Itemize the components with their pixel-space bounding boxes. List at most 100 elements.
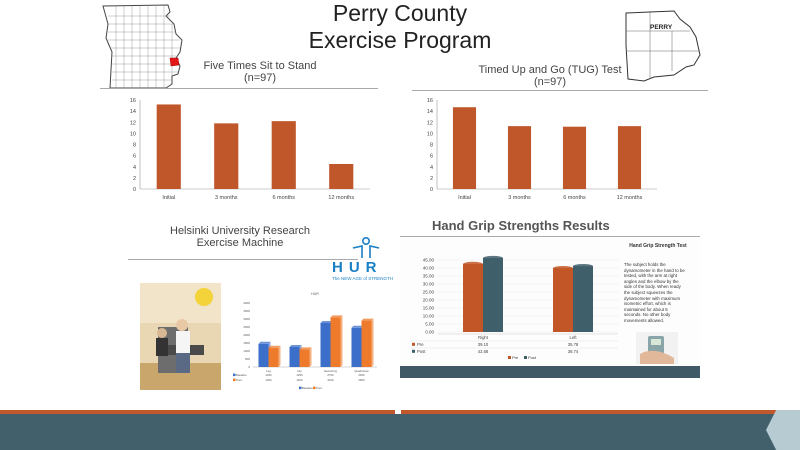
x-tick-label: Right [478, 335, 489, 340]
table-cell: 35.78 [568, 342, 579, 347]
x-tick-label: 6 months [563, 195, 586, 201]
hur-tagline: The NEW AGE of STRENGTH [332, 276, 394, 281]
bar [268, 347, 279, 367]
table-cell: 2900 [358, 378, 365, 382]
legend-swatch [412, 342, 415, 346]
x-tick-label: 3 months [215, 195, 238, 201]
svg-text:·: · [680, 58, 681, 62]
y-tick-label: 5.00 [425, 322, 434, 327]
bar-top [268, 345, 281, 348]
bar-side [309, 347, 312, 367]
divider [128, 259, 358, 260]
y-tick-label: 20.00 [423, 298, 435, 303]
y-tick-label: 2 [133, 176, 136, 182]
tug-chart: 0 2 4 6 8 10 12 14 16 Initial 3 months 6 months 12 m… [427, 98, 657, 201]
y-tick-label: 500 [245, 357, 250, 361]
x-tick-label: 3 months [508, 195, 531, 201]
legend-swatch [313, 386, 316, 390]
y-tick-label: 45.00 [423, 258, 435, 263]
bar [351, 327, 362, 367]
y-tick-label: 16 [130, 98, 136, 104]
bar [289, 347, 300, 367]
table-cell: 38.74 [568, 349, 579, 354]
table-cell: 39.10 [478, 342, 489, 347]
table-cell: 1250 [296, 373, 303, 377]
svg-text:·: · [634, 60, 635, 64]
bar [156, 104, 181, 189]
sit-to-stand-title: Five Times Sit to Stand [203, 60, 317, 72]
bar [299, 349, 310, 367]
legend-swatch [508, 356, 511, 359]
x-tick-label: Leg [266, 369, 271, 373]
y-tick-label: 14 [427, 109, 433, 115]
y-tick-label: 8 [430, 143, 433, 149]
bar-top [258, 341, 271, 344]
x-tick-label: Hip [297, 369, 302, 373]
svg-text:·: · [659, 40, 660, 44]
legend-swatch [299, 386, 302, 390]
page-title: Perry County Exercise Program [250, 0, 550, 54]
table-row-label: Baseline [236, 373, 247, 377]
x-tick-label: Initial [162, 195, 175, 201]
bar [320, 323, 331, 367]
legend-swatch [233, 378, 236, 382]
footer-bar [0, 414, 800, 450]
table-cell: 1100 [296, 378, 302, 382]
divider [100, 88, 378, 89]
perry-county-map-icon: PERRY · · · · · · [625, 10, 701, 82]
hand-grip-desc-title: Hand Grip Strength Test [629, 243, 687, 249]
y-tick-label: 25.00 [423, 290, 435, 295]
y-tick-label: 1000 [243, 349, 250, 353]
svg-text:·: · [634, 40, 635, 44]
hur-chart-title: HUR [311, 292, 319, 296]
bar-top [330, 315, 343, 318]
sit-to-stand-chart: 0 2 4 6 8 10 12 14 16 Initial 3 months 6 months 12 m… [130, 98, 370, 201]
bar [617, 126, 642, 189]
hur-figure-icon [352, 236, 380, 258]
x-tick-label: Quadriceps [354, 369, 369, 373]
y-tick-label: 14 [130, 109, 136, 115]
y-tick-label: 0.00 [425, 330, 434, 335]
y-tick-label: 4 [430, 165, 433, 171]
y-tick-label: 15.00 [423, 306, 435, 311]
x-tick-label: Initial [458, 195, 471, 201]
y-tick-label: 0 [430, 187, 433, 193]
hand-grip-description: The subject holds the dynamometer in the… [624, 262, 685, 323]
bar [573, 266, 593, 332]
legend-label: Pre [512, 355, 519, 360]
x-tick-label: 12 months [617, 195, 643, 201]
y-tick-label: 40.00 [423, 266, 435, 271]
bar-top [299, 347, 312, 350]
divider [400, 236, 700, 237]
x-tick-label: 12 months [328, 195, 354, 201]
y-tick-label: 6 [430, 154, 433, 160]
table-cell: 2450 [358, 373, 365, 377]
x-tick-label: Hamstring [324, 369, 337, 373]
bar-side [371, 318, 374, 367]
table-row-label: Post [236, 378, 242, 382]
hand-grip-chart: 0.00 5.00 10.00 15.00 20.00 25.00 30.00 35.00 40… [410, 255, 618, 360]
y-tick-label: 10 [130, 131, 136, 137]
legend-label: Post [316, 386, 322, 390]
bar [483, 258, 503, 332]
y-tick-label: 3500 [243, 309, 250, 313]
footer-gap [395, 410, 401, 414]
y-tick-label: 0 [248, 365, 250, 369]
x-tick-label: Left [570, 335, 578, 340]
bar-top [361, 318, 374, 321]
legend-swatch [524, 356, 527, 359]
y-tick-label: 3000 [243, 317, 250, 321]
x-tick-label: 6 months [272, 195, 295, 201]
y-tick-label: 4 [133, 165, 136, 171]
hand-grip-footer-bar [400, 366, 700, 378]
y-tick-label: 0 [133, 187, 136, 193]
bar [507, 126, 532, 189]
hur-title-line2: Exercise Machine [196, 237, 284, 249]
y-tick-label: 35.00 [423, 274, 435, 279]
y-tick-label: 16 [427, 98, 433, 104]
hur-title-block: Helsinki University Research Exercise Ma… [120, 225, 360, 249]
bar [463, 264, 483, 332]
hur-title-line1: Helsinki University Research [170, 225, 310, 237]
bar [553, 268, 573, 332]
y-tick-label: 12 [427, 120, 433, 126]
